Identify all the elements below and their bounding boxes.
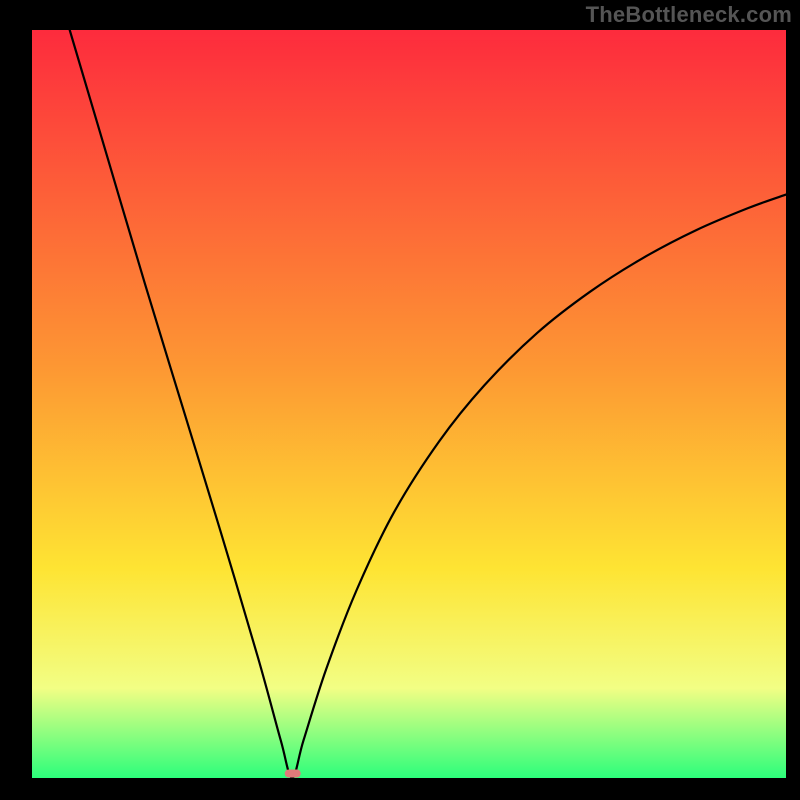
optimum-marker [285, 769, 302, 778]
plot-area [32, 30, 786, 778]
watermark-text: TheBottleneck.com [586, 2, 792, 28]
chart-frame: TheBottleneck.com [0, 0, 800, 800]
bottleneck-curve [32, 30, 786, 778]
curve-path [70, 30, 786, 778]
